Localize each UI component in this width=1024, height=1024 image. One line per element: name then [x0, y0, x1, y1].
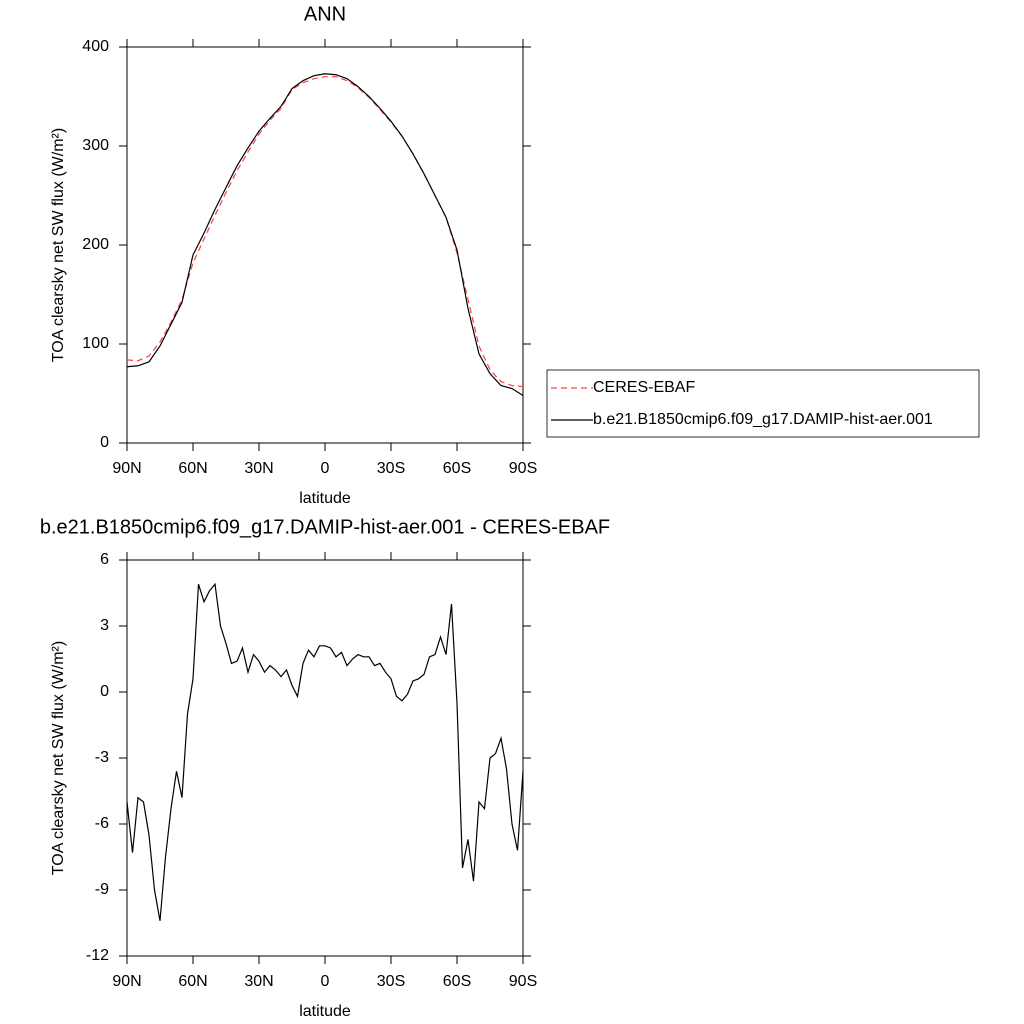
y-tick-label: -12 [86, 947, 109, 964]
y-axis-label: TOA clearsky net SW flux (W/m²) [50, 641, 67, 875]
data-line [126, 582, 524, 921]
x-tick-label: 30S [377, 973, 405, 990]
chart-title: b.e21.B1850cmip6.f09_g17.DAMIP-hist-aer.… [40, 516, 610, 538]
y-tick-label: -9 [95, 881, 109, 898]
y-tick-label: 300 [82, 137, 109, 154]
x-tick-label: 60S [443, 460, 471, 477]
legend-label: CERES-EBAF [593, 379, 695, 396]
y-tick-label: 200 [82, 236, 109, 253]
data-line [126, 73, 524, 396]
x-tick-label: 60N [178, 973, 207, 990]
plot-frame [126, 559, 524, 957]
x-tick-label: 30N [244, 460, 273, 477]
y-tick-label: 6 [100, 551, 109, 568]
y-axis-label: TOA clearsky net SW flux (W/m²) [50, 128, 67, 362]
legend-box [546, 369, 980, 438]
data-line [126, 76, 524, 388]
x-tick-label: 60N [178, 460, 207, 477]
y-tick-label: 0 [100, 683, 109, 700]
y-tick-label: -3 [95, 749, 109, 766]
x-tick-label: 0 [321, 460, 330, 477]
x-tick-label: 60S [443, 973, 471, 990]
x-tick-label: 90S [509, 973, 537, 990]
y-tick-label: 400 [82, 38, 109, 55]
x-axis-label: latitude [299, 1003, 351, 1020]
x-tick-label: 90N [112, 973, 141, 990]
plot-frame [126, 46, 524, 444]
x-axis-label: latitude [299, 490, 351, 507]
y-tick-label: 3 [100, 617, 109, 634]
x-tick-label: 30S [377, 460, 405, 477]
legend-label: b.e21.B1850cmip6.f09_g17.DAMIP-hist-aer.… [593, 411, 933, 428]
y-tick-label: 0 [100, 434, 109, 451]
x-tick-label: 30N [244, 973, 273, 990]
x-tick-label: 90N [112, 460, 141, 477]
y-tick-label: -6 [95, 815, 109, 832]
chart-title: ANN [304, 3, 346, 25]
x-tick-label: 90S [509, 460, 537, 477]
y-tick-label: 100 [82, 335, 109, 352]
x-tick-label: 0 [321, 973, 330, 990]
